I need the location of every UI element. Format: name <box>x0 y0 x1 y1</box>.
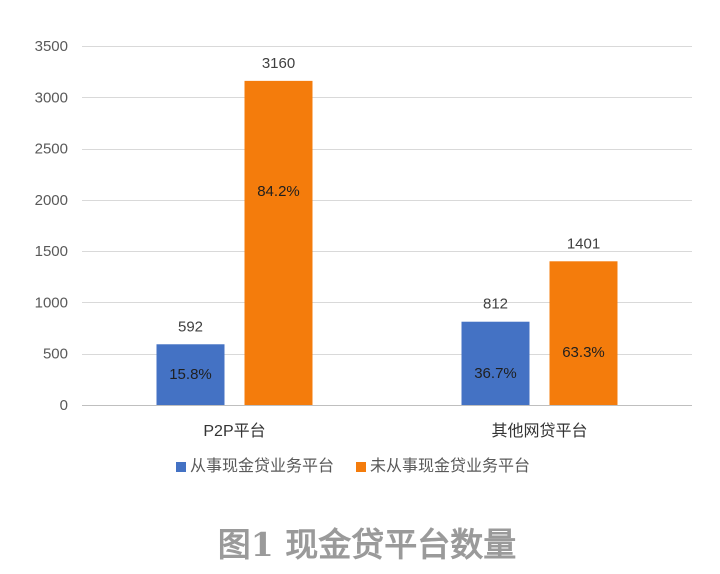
y-tick-label: 2500 <box>35 141 68 158</box>
bar-percent-label: 36.7% <box>474 365 517 382</box>
y-tick-label: 1000 <box>35 294 68 311</box>
bar-value-label: 592 <box>178 318 203 335</box>
legend-label-series-2: 未从事现金贷业务平台 <box>370 458 531 475</box>
y-axis-tick-labels: 0 500 1000 1500 2000 2500 3000 3500 <box>35 38 68 414</box>
y-tick-label: 1500 <box>35 243 68 260</box>
legend: 从事现金贷业务平台 未从事现金贷业务平台 <box>176 458 530 476</box>
legend-item-series-1: 从事现金贷业务平台 <box>176 458 334 476</box>
legend-label-series-1: 从事现金贷业务平台 <box>190 458 335 475</box>
x-category-label: 其他网贷平台 <box>491 422 587 440</box>
x-axis-category-labels: P2P平台 其他网贷平台 <box>203 422 587 440</box>
y-tick-label: 3500 <box>35 38 68 55</box>
bar-value-label: 3160 <box>262 55 295 72</box>
bars <box>156 80 618 406</box>
data-labels: 592 15.8% 3160 84.2% 812 36.7% 1401 63.3% <box>169 55 605 383</box>
bar-series-1-category-2 <box>461 321 530 405</box>
y-tick-label: 2000 <box>35 192 68 209</box>
bar-series-1-category-1 <box>156 344 225 405</box>
y-tick-label: 0 <box>60 397 68 414</box>
bar-series-2-category-2 <box>549 261 618 405</box>
bar-value-label: 1401 <box>567 235 600 252</box>
bar-percent-label: 63.3% <box>562 344 605 361</box>
legend-item-series-2: 未从事现金贷业务平台 <box>356 458 530 476</box>
legend-swatch-series-1 <box>176 462 186 472</box>
bar-chart: 0 500 1000 1500 2000 2500 3000 3500 592 15.8% 316… <box>35 38 692 440</box>
bar-percent-label: 15.8% <box>169 366 212 383</box>
bar-value-label: 812 <box>483 296 508 313</box>
bar-percent-label: 84.2% <box>257 183 300 200</box>
figure-caption: 图1 现金贷平台数量 <box>217 525 517 564</box>
x-category-label: P2P平台 <box>203 422 265 440</box>
y-tick-label: 500 <box>43 346 68 363</box>
y-tick-label: 3000 <box>35 89 68 106</box>
bar-series-2-category-1 <box>244 80 313 406</box>
legend-swatch-series-2 <box>356 462 367 472</box>
